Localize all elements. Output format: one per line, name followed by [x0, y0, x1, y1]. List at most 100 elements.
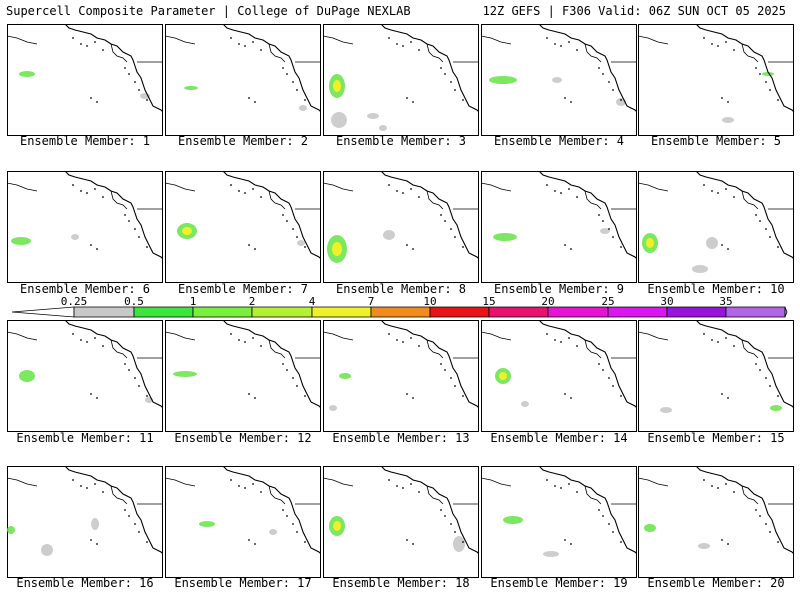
island [733, 196, 735, 198]
colorbar-low-arrow [12, 306, 75, 318]
island [138, 236, 140, 238]
panel-map [165, 320, 321, 432]
island [134, 228, 136, 230]
island [444, 220, 446, 222]
island [244, 341, 246, 343]
scp-shading [489, 76, 517, 84]
island [96, 101, 98, 103]
island [564, 539, 566, 541]
island [238, 485, 240, 487]
panel-frame [638, 171, 794, 283]
colorbar-tick-label: 2 [248, 295, 256, 308]
island [252, 337, 254, 339]
island [252, 188, 254, 190]
island [296, 89, 298, 91]
island [454, 236, 456, 238]
island [94, 188, 96, 190]
scp-shading [722, 117, 734, 123]
island [410, 41, 412, 43]
island [462, 541, 464, 543]
island [396, 43, 398, 45]
island [412, 543, 414, 545]
island [286, 369, 288, 371]
coastline [380, 466, 479, 555]
ensemble-panel [165, 171, 321, 283]
island [560, 341, 562, 343]
scp-shading [698, 543, 710, 549]
colorbar-tick-label: 7 [367, 295, 375, 308]
island [777, 246, 779, 248]
scp-shading-high [332, 242, 342, 256]
panel-frame [7, 466, 163, 578]
political-border [7, 35, 38, 45]
scp-shading-high [646, 238, 654, 248]
island [733, 491, 735, 493]
panel-label: Ensemble Member: 17 [174, 576, 312, 590]
island [769, 236, 771, 238]
political-border [481, 331, 512, 341]
island [568, 41, 570, 43]
scp-shading [692, 265, 708, 273]
island [254, 397, 256, 399]
political-border [323, 477, 354, 487]
panel-label: Ensemble Member: 1 [19, 134, 151, 148]
island [703, 37, 705, 39]
island [777, 541, 779, 543]
island [406, 244, 408, 246]
political-border [584, 43, 602, 63]
panel-map [323, 24, 479, 136]
island [598, 214, 600, 216]
colorbar-tick-label: 10 [423, 295, 437, 308]
panel-map [165, 171, 321, 283]
island [128, 369, 130, 371]
panel-map [7, 24, 163, 136]
island [620, 395, 622, 397]
scp-shading [706, 237, 718, 249]
island [777, 395, 779, 397]
island [238, 339, 240, 341]
coastline [222, 24, 321, 113]
ensemble-panel [481, 24, 637, 136]
island [727, 101, 729, 103]
panel-map [165, 466, 321, 578]
panel-map [481, 171, 637, 283]
island [560, 192, 562, 194]
colorbar-bin [725, 306, 786, 318]
panel-frame [7, 24, 163, 136]
island [402, 487, 404, 489]
coastline [64, 320, 163, 409]
island [94, 337, 96, 339]
scp-shading [11, 237, 31, 245]
island [769, 531, 771, 533]
island [711, 339, 713, 341]
color-scale-legend: 0.25 0.5 1 2 4 7 10 15 20 25 30 35 [12, 296, 788, 318]
island [450, 377, 452, 379]
island [80, 339, 82, 341]
island [554, 190, 556, 192]
island [72, 37, 74, 39]
colorbar-bin [73, 306, 135, 318]
ensemble-panel [323, 320, 479, 432]
island [620, 99, 622, 101]
scp-shading [770, 405, 782, 411]
island [286, 515, 288, 517]
ensemble-panel [165, 320, 321, 432]
island [292, 228, 294, 230]
scp-shading [383, 230, 395, 240]
island [608, 81, 610, 83]
political-border [741, 485, 759, 505]
ensemble-panel [481, 171, 637, 283]
island [244, 487, 246, 489]
colorbar-tick-label: 15 [482, 295, 496, 308]
island [94, 483, 96, 485]
political-border [165, 35, 196, 45]
panel-label: Ensemble Member: 5 [650, 134, 782, 148]
panel-frame [7, 171, 163, 283]
panel-map [481, 24, 637, 136]
island [602, 369, 604, 371]
political-border [741, 43, 759, 63]
island [102, 196, 104, 198]
island [80, 43, 82, 45]
colorbar-bin [370, 306, 431, 318]
colorbar-tick-label: 35 [719, 295, 733, 308]
